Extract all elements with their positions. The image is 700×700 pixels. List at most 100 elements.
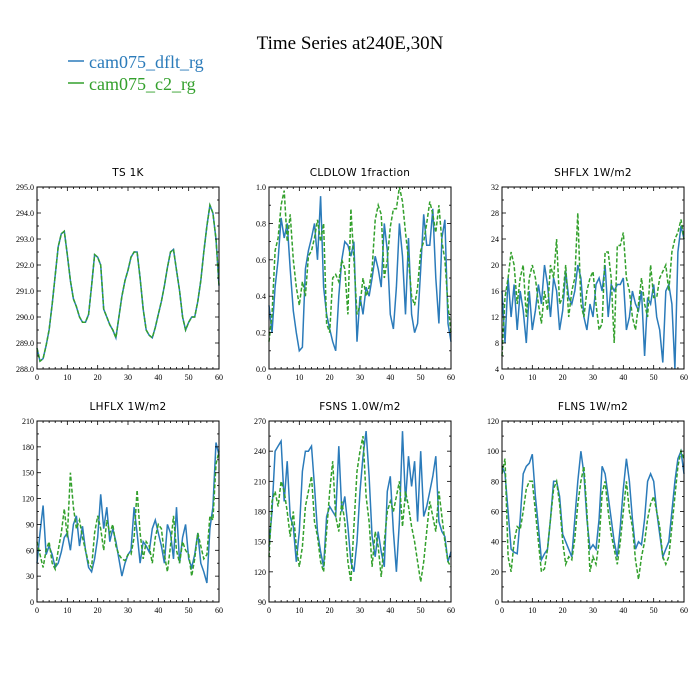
series-line-c2 [501, 448, 685, 580]
y-tick-label: 90 [26, 520, 34, 529]
x-tick-label: 0 [500, 606, 504, 615]
panel-title: TS 1K [111, 167, 144, 179]
x-tick-label: 50 [185, 373, 193, 382]
y-tick-label: 288.0 [16, 365, 34, 374]
y-tick-label: 60 [26, 546, 34, 555]
y-tick-label: 295.0 [16, 183, 34, 192]
x-tick-label: 0 [500, 373, 504, 382]
x-tick-label: 30 [124, 606, 132, 615]
y-tick-label: 20 [491, 568, 499, 577]
series-line-dflt [268, 431, 452, 573]
x-tick-label: 20 [559, 373, 567, 382]
series-line-dflt [501, 225, 685, 370]
x-tick-label: 20 [559, 606, 567, 615]
series-line-c2 [501, 212, 685, 357]
x-tick-label: 10 [63, 606, 71, 615]
y-tick-label: 210 [254, 477, 266, 486]
x-tick-label: 10 [63, 373, 71, 382]
series-line-dflt [268, 196, 452, 353]
y-tick-label: 0.6 [256, 256, 266, 265]
y-tick-label: 0.2 [256, 329, 266, 338]
y-tick-label: 16 [491, 287, 499, 296]
y-tick-label: 0.8 [256, 219, 266, 228]
y-tick-label: 20 [491, 261, 499, 270]
x-tick-label: 0 [35, 606, 39, 615]
x-tick-label: 20 [326, 606, 334, 615]
y-tick-label: 80 [491, 477, 499, 486]
series-line-c2 [268, 186, 452, 342]
x-tick-label: 0 [267, 373, 271, 382]
y-tick-label: 292.0 [16, 261, 34, 270]
panels: TS 1K0 10 20 30 40 50 60288.0289.0290.0291.029… [16, 167, 688, 615]
legend: cam075_dflt_rg cam075_c2_rg [68, 52, 204, 94]
figure-title: Time Series at240E,30N [257, 33, 444, 54]
x-tick-label: 60 [215, 606, 223, 615]
x-tick-label: 40 [386, 606, 394, 615]
x-tick-label: 40 [154, 373, 162, 382]
panel-title: LHFLX 1W/m2 [90, 401, 167, 413]
series-line-c2 [36, 451, 220, 577]
panel-2: SHFLX 1W/m2 0 10 20 30 40 50 60 4 8 12 16 20 24 28 32 [491, 167, 688, 382]
y-tick-label: 12 [491, 313, 499, 322]
series-line-dflt [36, 202, 220, 363]
x-tick-label: 30 [124, 373, 132, 382]
y-tick-label: 180 [22, 443, 34, 452]
x-tick-label: 10 [295, 373, 303, 382]
y-tick-label: 100 [487, 447, 499, 456]
y-tick-label: 290.0 [16, 313, 34, 322]
series-line-c2 [36, 202, 220, 363]
y-tick-label: 240 [254, 447, 266, 456]
panel-0: TS 1K 0 10 20 30 40 50 60 288.0 289.0 290.0 291.0 29… [16, 167, 223, 382]
x-tick-label: 50 [417, 373, 425, 382]
x-tick-label: 50 [650, 606, 658, 615]
x-tick-label: 50 [650, 373, 658, 382]
y-tick-label: 32 [491, 183, 499, 192]
x-tick-label: 20 [94, 606, 102, 615]
y-tick-label: 8 [495, 339, 499, 348]
legend-label-c2: cam075_c2_rg [89, 74, 196, 94]
y-tick-label: 30 [26, 572, 34, 581]
series-line-dflt [501, 448, 685, 563]
panel-1: CLDLOW 1fraction 0 10 20 30 40 50 60 0.0 0.2 0.4 0.… [256, 167, 455, 382]
x-tick-label: 60 [680, 373, 688, 382]
x-tick-label: 0 [267, 606, 271, 615]
x-tick-label: 40 [619, 606, 627, 615]
x-tick-label: 0 [35, 373, 39, 382]
panel-title: CLDLOW 1fraction [310, 167, 411, 179]
panel-title: FLNS 1W/m2 [558, 401, 628, 413]
panel-title: FSNS 1.0W/m2 [319, 401, 401, 413]
y-tick-label: 120 [487, 417, 499, 426]
x-tick-label: 60 [680, 606, 688, 615]
y-tick-label: 291.0 [16, 287, 34, 296]
x-tick-label: 20 [326, 373, 334, 382]
x-tick-label: 50 [417, 606, 425, 615]
x-tick-label: 40 [619, 373, 627, 382]
y-tick-label: 24 [491, 235, 499, 244]
y-tick-label: 0 [30, 598, 34, 607]
x-tick-label: 10 [528, 373, 536, 382]
y-tick-label: 120 [254, 568, 266, 577]
panel-3: LHFLX 1W/m2 0 10 20 30 40 50 60 0 30 60 90 120 150 180… [22, 401, 223, 615]
x-tick-label: 40 [154, 606, 162, 615]
y-tick-label: 270 [254, 417, 266, 426]
y-tick-label: 60 [491, 508, 499, 517]
x-tick-label: 30 [356, 373, 364, 382]
y-tick-label: 293.0 [16, 235, 34, 244]
x-tick-label: 40 [386, 373, 394, 382]
x-tick-label: 10 [295, 606, 303, 615]
y-tick-label: 40 [491, 538, 499, 547]
y-tick-label: 180 [254, 508, 266, 517]
x-tick-label: 20 [94, 373, 102, 382]
y-tick-label: 294.0 [16, 209, 34, 218]
y-tick-label: 0 [495, 598, 499, 607]
x-tick-label: 30 [589, 373, 597, 382]
y-tick-label: 4 [495, 365, 499, 374]
x-tick-label: 30 [356, 606, 364, 615]
series-line-c2 [268, 435, 452, 583]
panel-title: SHFLX 1W/m2 [554, 167, 632, 179]
x-tick-label: 30 [589, 606, 597, 615]
y-tick-label: 0.4 [256, 292, 266, 301]
panel-5: FLNS 1W/m2 0 10 20 30 40 50 60 0 20 40 60 80 100 120 [487, 401, 688, 615]
panel-4: FSNS 1.0W/m2 0 10 20 30 40 50 60 90 120 150 180 210 2… [254, 401, 455, 615]
